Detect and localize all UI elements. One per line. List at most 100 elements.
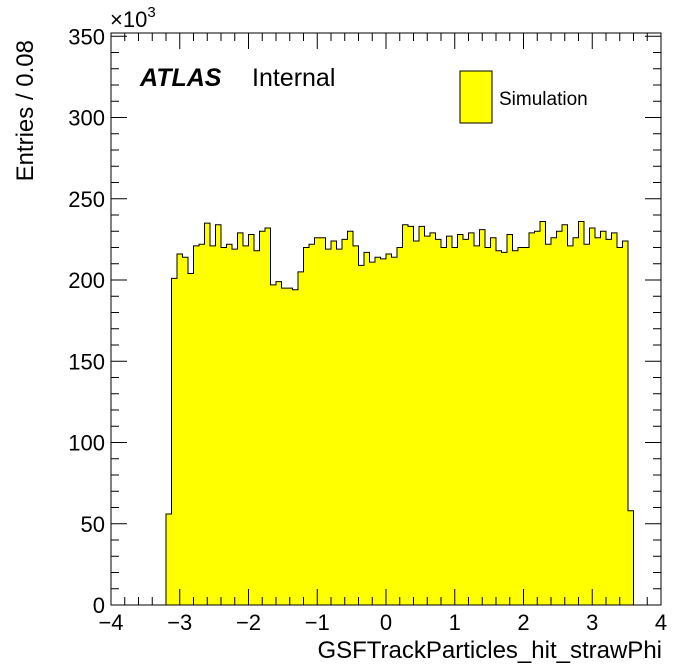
histogram-bin xyxy=(518,247,524,605)
y-tick-label: 300 xyxy=(68,106,105,131)
histogram-bin xyxy=(490,237,497,605)
histogram-bin xyxy=(210,245,216,605)
histogram-bin xyxy=(468,232,475,605)
histogram-bin xyxy=(342,239,348,605)
x-tick-label: −4 xyxy=(98,610,123,635)
histogram-bin xyxy=(617,247,623,605)
histogram-bin xyxy=(265,228,271,605)
histogram-bin xyxy=(408,226,414,605)
y-tick-labels: 0 50 100 150 200 250 300 350 xyxy=(68,24,105,618)
histogram-bin xyxy=(375,257,381,605)
x-tick-label: 4 xyxy=(655,610,667,635)
x-tick-label: 3 xyxy=(586,610,598,635)
histogram-bin xyxy=(237,232,244,605)
histogram-bin xyxy=(622,241,629,605)
histogram-bin xyxy=(177,254,183,605)
histogram-bin xyxy=(452,247,458,605)
histogram-bin xyxy=(314,237,321,605)
histogram-bin xyxy=(485,247,491,605)
histogram-bin xyxy=(441,247,447,605)
histogram-bin xyxy=(479,229,486,605)
histogram-bin xyxy=(545,244,552,605)
histogram-bin xyxy=(380,258,387,605)
histogram-outline xyxy=(165,221,634,605)
histogram-bin xyxy=(419,226,425,605)
histogram-bin xyxy=(540,221,546,605)
histogram-bin xyxy=(606,239,612,605)
histogram-bin xyxy=(204,223,211,605)
x-tick-labels: −4 −3 −2 −1 0 1 2 3 4 xyxy=(98,610,667,635)
histogram-bin xyxy=(386,254,392,605)
histogram-bin xyxy=(254,250,260,605)
histogram-bin xyxy=(507,234,513,605)
histogram-bin xyxy=(331,241,337,605)
y-axis-title: Entries / 0.08 xyxy=(12,40,39,181)
histogram-bin xyxy=(446,236,453,605)
histogram-bin xyxy=(496,250,502,605)
x-tick-label: 1 xyxy=(449,610,461,635)
histogram-bin xyxy=(303,247,310,605)
histogram-bin xyxy=(463,239,469,605)
histogram-bin xyxy=(628,510,634,605)
x-tick-label: −3 xyxy=(167,610,192,635)
histogram-bin xyxy=(435,239,442,605)
histogram-bin xyxy=(243,245,249,605)
legend-swatch-simulation xyxy=(459,70,493,124)
histogram-bin xyxy=(358,265,365,605)
histogram-bin xyxy=(270,284,277,605)
histogram-bin xyxy=(188,273,194,605)
histogram-bin xyxy=(584,244,590,605)
histogram-bin xyxy=(501,252,508,605)
histogram-bin xyxy=(551,237,557,605)
atlas-label: ATLAS xyxy=(139,64,222,92)
histogram-bin xyxy=(589,228,596,605)
internal-label: Internal xyxy=(252,64,335,92)
histogram-bars xyxy=(165,221,634,605)
histogram-bin xyxy=(221,247,227,605)
histogram-bin xyxy=(364,252,370,605)
histogram-bin xyxy=(248,234,255,605)
histogram-bin xyxy=(320,237,326,605)
histogram-bin xyxy=(369,262,376,605)
histogram-bin xyxy=(259,231,266,605)
histogram-bin xyxy=(226,244,233,605)
legend-label-simulation: Simulation xyxy=(499,89,588,110)
histogram-bin xyxy=(457,234,464,605)
histogram-bin xyxy=(353,245,359,605)
histogram-bin xyxy=(199,244,205,605)
y-tick-label: 350 xyxy=(68,24,105,49)
histogram-bin xyxy=(556,231,563,605)
y-tick-label: 0 xyxy=(93,593,105,618)
histogram-bin xyxy=(336,249,343,605)
histogram-bin xyxy=(512,250,519,605)
histogram-bin xyxy=(276,281,282,605)
histogram-bin xyxy=(600,231,607,605)
histogram-bin xyxy=(413,241,420,605)
histogram-bin xyxy=(595,237,601,605)
y-tick-label: 250 xyxy=(68,187,105,212)
histogram-bin xyxy=(166,514,172,605)
histogram-bin xyxy=(534,231,541,605)
histogram-bin xyxy=(298,271,304,605)
y-tick-label: 100 xyxy=(68,431,105,456)
histogram-bin xyxy=(567,245,574,605)
histogram-bin xyxy=(402,224,409,605)
y-multiplier-label: ×103 xyxy=(110,4,156,32)
histogram-bin xyxy=(474,245,480,605)
legend: Simulation xyxy=(459,70,588,124)
histogram-bin xyxy=(562,224,568,605)
histogram-bin xyxy=(292,289,299,605)
histogram-bin xyxy=(325,249,332,605)
histogram-bin xyxy=(573,237,579,605)
histogram-bin xyxy=(171,278,178,605)
histogram-bin xyxy=(193,245,200,605)
histogram-bin xyxy=(430,232,436,605)
histogram-bin xyxy=(309,244,315,605)
x-tick-label: −2 xyxy=(236,610,261,635)
histogram-bin xyxy=(391,257,398,605)
y-tick-label: 200 xyxy=(68,268,105,293)
x-tick-label: 2 xyxy=(517,610,529,635)
histogram-bin xyxy=(347,231,354,605)
histogram-bin xyxy=(611,232,618,605)
